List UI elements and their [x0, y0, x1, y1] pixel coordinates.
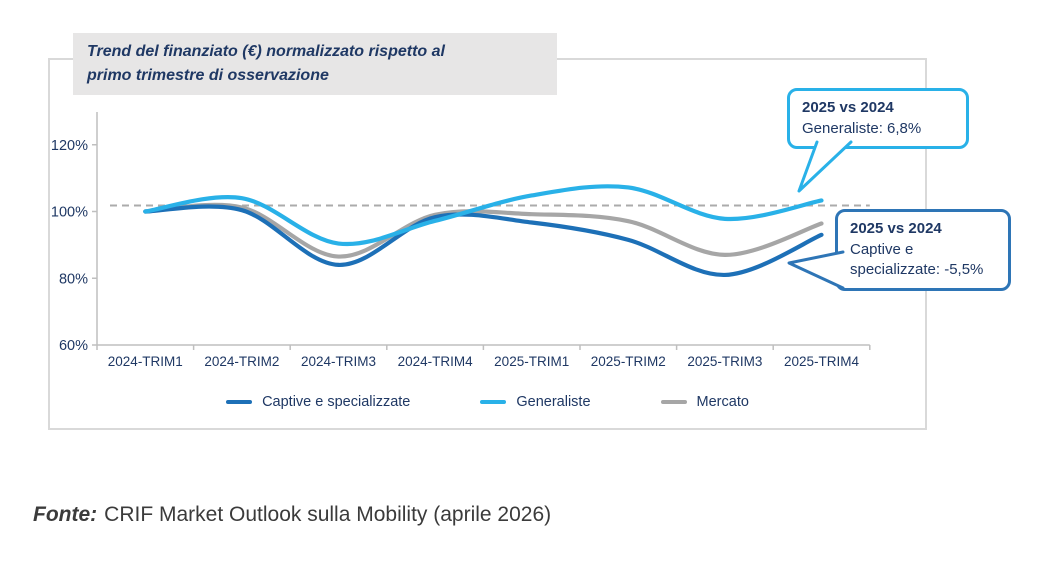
- legend-item-generaliste: Generaliste: [480, 394, 591, 410]
- legend-item-mercato: Mercato: [660, 394, 749, 410]
- line-chart: 120% 100% 80% 60% 2024-TRIM1 2024-TRIM2 2024-T…: [51, 112, 871, 369]
- x-axis-label-2024-trim2: 2024-TRIM2: [204, 354, 279, 369]
- callout-captive: 2025 vs 2024 Captive e specializzate: -5…: [835, 209, 1011, 292]
- chart-title-line1: Trend del finanziato (€) normalizzato ri…: [87, 43, 445, 60]
- legend-swatch-mercato: [660, 400, 687, 404]
- callout-generaliste-heading: 2025 vs 2024: [802, 99, 894, 116]
- series-line-generaliste: [143, 184, 824, 247]
- callout-generaliste-body: Generaliste: 6,8%: [802, 119, 922, 137]
- x-axis-label-2025-trim2: 2025-TRIM2: [591, 354, 666, 369]
- y-axis-label: 60%: [59, 338, 88, 354]
- y-axis-label: 120%: [51, 138, 88, 154]
- legend-item-captive-e-specializzate: Captive e specializzate: [226, 394, 410, 410]
- x-axis-label-2024-trim1: 2024-TRIM1: [108, 354, 183, 369]
- legend-label-mercato: Mercato: [696, 394, 749, 410]
- legend-label-captive-e-specializzate: Captive e specializzate: [262, 394, 411, 410]
- source-label: Fonte:: [33, 503, 98, 526]
- x-axis-label-2025-trim1: 2025-TRIM1: [494, 354, 569, 369]
- y-axis-label: 80%: [59, 271, 88, 287]
- series-line-captive-e-specializzate: [143, 204, 824, 278]
- source-note: Fonte: CRIF Market Outlook sulla Mobility…: [33, 503, 551, 527]
- chart-title: Trend del finanziato (€) normalizzato ri…: [73, 33, 557, 95]
- chart-figure: 120% 100% 80% 60% 2024-TRIM1 2024-TRIM2 2024-T…: [48, 58, 927, 430]
- series-line-mercato: [143, 202, 824, 259]
- x-axis-label-2024-trim3: 2024-TRIM3: [301, 354, 376, 369]
- chart-title-line2: primo trimestre di osservazione: [87, 67, 329, 84]
- callout-captive-body: Captive e specializzate: -5,5%: [850, 240, 984, 279]
- legend-swatch-captive-e-specializzate: [226, 400, 253, 404]
- chart-legend: Captive e specializzate Generaliste Mercat…: [52, 394, 923, 410]
- source-text: CRIF Market Outlook sulla Mobility (apri…: [104, 503, 552, 526]
- x-axis-label-2025-trim4: 2025-TRIM4: [784, 354, 860, 369]
- legend-swatch-generaliste: [480, 400, 507, 404]
- x-axis-label-2025-trim3: 2025-TRIM3: [687, 354, 762, 369]
- x-axis-label-2024-trim4: 2024-TRIM4: [398, 354, 474, 369]
- callout-captive-heading: 2025 vs 2024: [850, 220, 942, 237]
- legend-label-generaliste: Generaliste: [516, 394, 591, 410]
- callout-generaliste: 2025 vs 2024 Generaliste: 6,8%: [787, 88, 969, 150]
- y-axis-label: 100%: [51, 205, 88, 221]
